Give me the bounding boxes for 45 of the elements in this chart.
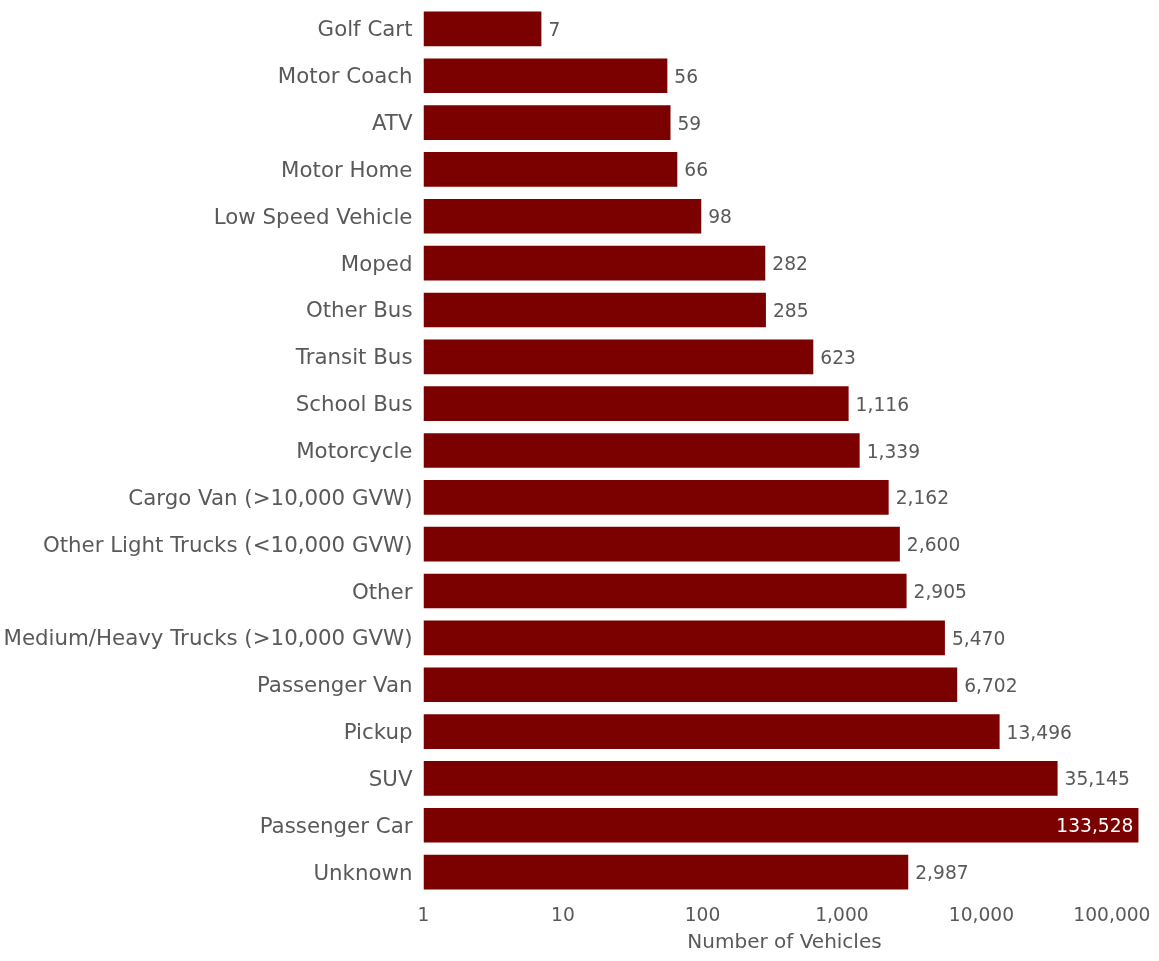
x-tick-label: 100,000 xyxy=(1073,903,1151,925)
data-label: 623 xyxy=(820,346,856,368)
x-axis-title: Number of Vehicles xyxy=(687,928,882,953)
y-tick-label: Medium/Heavy Trucks (>10,000 GVW) xyxy=(3,625,413,651)
y-tick-label: Other Light Trucks (<10,000 GVW) xyxy=(42,531,413,557)
y-tick-label: Motor Coach xyxy=(277,63,413,89)
data-label: 35,145 xyxy=(1064,768,1130,790)
data-label: 2,162 xyxy=(895,487,950,509)
x-tick-label: 1,000 xyxy=(815,903,869,925)
y-tick-label: Passenger Van xyxy=(256,672,413,698)
y-tick-label: Moped xyxy=(340,250,413,276)
y-tick-label: Motor Home xyxy=(281,156,413,182)
data-label: 133,528 xyxy=(1056,815,1134,837)
y-tick-label: Transit Bus xyxy=(294,344,413,370)
y-tick-label: ATV xyxy=(371,110,413,136)
y-tick-label: Other Bus xyxy=(305,297,413,323)
y-tick-label: Low Speed Vehicle xyxy=(213,203,413,229)
y-tick-label: SUV xyxy=(368,765,413,791)
x-tick-label: 10,000 xyxy=(948,903,1015,925)
data-label: 2,600 xyxy=(906,534,961,556)
data-label: 2,987 xyxy=(915,862,969,884)
y-tick-label: Cargo Van (>10,000 GVW) xyxy=(128,484,413,510)
data-label: 59 xyxy=(677,112,702,134)
x-tick-label: 10 xyxy=(551,903,575,925)
y-tick-label: Motorcycle xyxy=(296,438,413,463)
data-label: 6,702 xyxy=(964,674,1018,696)
y-tick-label: Passenger Car xyxy=(259,812,413,838)
data-label: 1,339 xyxy=(866,440,921,462)
data-label: 2,905 xyxy=(913,581,967,603)
data-label: 1,116 xyxy=(855,393,910,415)
y-tick-label: Golf Cart xyxy=(317,16,413,42)
data-label: 13,496 xyxy=(1006,721,1072,743)
y-tick-label: Pickup xyxy=(343,719,413,745)
data-label: 285 xyxy=(772,299,809,321)
data-label: 7 xyxy=(548,18,561,40)
data-label: 66 xyxy=(684,159,709,181)
y-tick-label: School Bus xyxy=(295,391,413,417)
data-label: 282 xyxy=(772,253,808,275)
x-tick-label: 100 xyxy=(684,903,721,925)
y-tick-label: Unknown xyxy=(313,859,413,885)
x-tick-label: 1 xyxy=(417,903,430,925)
data-label: 5,470 xyxy=(951,627,1006,649)
data-label: 56 xyxy=(674,65,699,87)
data-label: 98 xyxy=(708,206,732,228)
y-tick-label: Other xyxy=(351,578,413,604)
